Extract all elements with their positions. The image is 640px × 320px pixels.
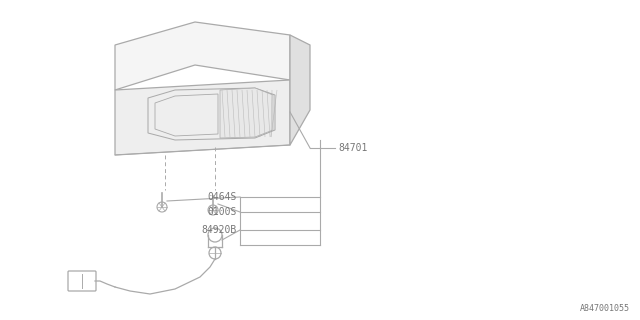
Polygon shape [220, 88, 273, 138]
Polygon shape [115, 80, 290, 155]
Text: A847001055: A847001055 [580, 304, 630, 313]
Text: 0464S: 0464S [207, 192, 237, 202]
Text: 84920B: 84920B [202, 225, 237, 235]
Polygon shape [290, 35, 310, 145]
Text: 0100S: 0100S [207, 207, 237, 217]
Polygon shape [115, 22, 290, 90]
Text: 84701: 84701 [338, 143, 367, 153]
